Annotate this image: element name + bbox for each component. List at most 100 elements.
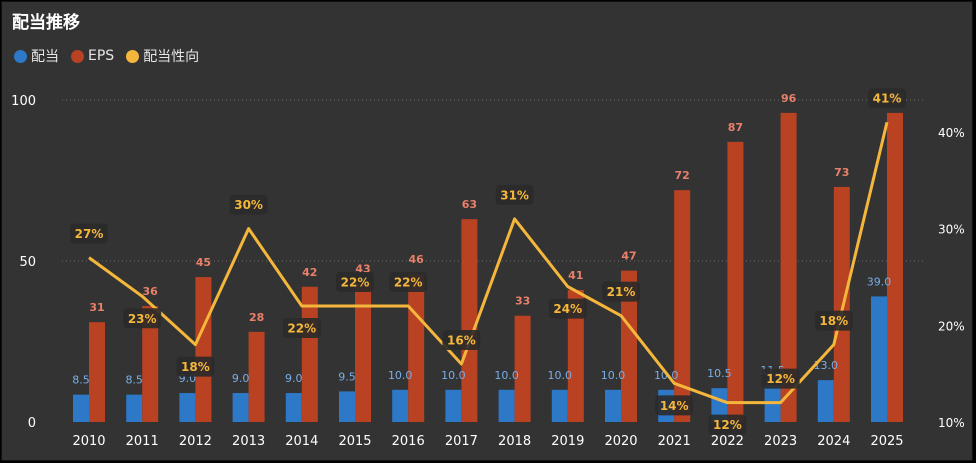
legend-dot-dividend — [14, 49, 27, 63]
dividend-data-label: 10.0 — [548, 369, 573, 382]
payout-ratio-line — [88, 121, 889, 405]
payout-label-badge — [814, 310, 853, 331]
x-axis-tick-label: 2013 — [232, 434, 265, 449]
dividend-bar — [711, 388, 728, 422]
payout-label-badge — [176, 356, 215, 377]
eps-bar — [248, 331, 265, 422]
payout-data-label: 21% — [607, 285, 636, 299]
eps-bar — [142, 306, 159, 422]
payout-data-label: 23% — [128, 312, 157, 326]
payout-label-badge — [761, 368, 800, 389]
payout-label-badge — [389, 271, 428, 292]
eps-data-label: 41 — [568, 269, 583, 282]
x-axis-tick-label: 2010 — [72, 434, 105, 449]
dividend-data-label: 9.0 — [285, 372, 303, 385]
payout-data-label: 18% — [819, 314, 848, 328]
chart-legend: 配当 EPS 配当性向 — [14, 46, 211, 66]
x-axis-tick-label: 2018 — [498, 434, 531, 449]
x-axis-tick-label: 2022 — [711, 434, 744, 449]
x-axis-tick-label: 2021 — [658, 434, 691, 449]
right-axis-tick-label: 30% — [938, 223, 965, 237]
eps-bar — [727, 141, 744, 423]
dividend-data-label: 8.5 — [125, 374, 143, 387]
dividend-bar — [871, 296, 887, 422]
x-axis-tick-label: 2012 — [179, 434, 212, 449]
eps-data-label: 87 — [728, 121, 743, 134]
eps-bar — [887, 112, 903, 422]
payout-data-label: 27% — [75, 227, 104, 241]
x-axis-tick-label: 2023 — [764, 434, 797, 449]
dividend-bar — [445, 389, 462, 422]
legend-dot-eps — [71, 49, 84, 63]
x-axis-tick-label: 2020 — [604, 434, 637, 449]
x-axis-tick-label: 2025 — [870, 434, 903, 449]
payout-label-badge — [548, 298, 587, 319]
payout-label-badge — [655, 395, 694, 416]
eps-data-label: 31 — [89, 301, 104, 314]
payout-label-badge — [708, 414, 747, 435]
eps-data-label: 42 — [302, 266, 317, 279]
right-axis-tick-label: 40% — [938, 126, 965, 140]
payout-label-badge — [282, 317, 321, 338]
dividend-data-label: 9.5 — [338, 370, 356, 383]
x-axis-tick-label: 2015 — [338, 434, 371, 449]
legend-item-eps[interactable]: EPS — [71, 48, 114, 64]
eps-data-label: 73 — [834, 166, 849, 179]
right-axis-tick-label: 20% — [938, 319, 965, 333]
dividend-data-label: 10.0 — [494, 369, 519, 382]
dividend-data-label: 39.0 — [867, 275, 892, 288]
legend-item-payout-ratio[interactable]: 配当性向 — [126, 46, 199, 66]
chart-title: 配当推移 — [12, 13, 80, 33]
legend-label-dividend: 配当 — [31, 49, 59, 65]
x-axis-tick-label: 2016 — [392, 434, 425, 449]
payout-data-label: 31% — [500, 188, 529, 202]
payout-label-badge — [70, 223, 108, 244]
left-axis-tick-label: 50 — [19, 255, 36, 270]
eps-data-label: 96 — [781, 92, 797, 105]
left-axis-tick-label: 0 — [28, 416, 36, 431]
left-axis-tick-label: 100 — [11, 94, 36, 109]
eps-data-label: 63 — [462, 198, 477, 211]
eps-data-label: 28 — [249, 311, 264, 324]
x-axis-tick-label: 2017 — [445, 434, 478, 449]
eps-data-label: 72 — [675, 169, 690, 182]
legend-label-payout-ratio: 配当性向 — [143, 49, 200, 65]
eps-data-label: 36 — [143, 285, 159, 298]
payout-label-badge — [442, 329, 481, 350]
x-axis-tick-label: 2011 — [126, 434, 159, 449]
payout-data-label: 24% — [553, 302, 582, 316]
eps-bar — [833, 186, 850, 422]
dividend-data-label: 10.5 — [707, 367, 732, 380]
legend-label-eps: EPS — [88, 48, 115, 64]
dividend-bar — [498, 389, 515, 422]
eps-bar — [89, 322, 105, 422]
dividend-bar — [817, 380, 834, 422]
dividend-bar — [392, 389, 409, 422]
x-axis-tick-label: 2019 — [551, 434, 584, 449]
dividend-bar — [232, 393, 249, 422]
eps-bar — [195, 277, 212, 422]
payout-label-badge — [495, 184, 534, 205]
payout-label-badge — [868, 88, 906, 109]
eps-bar — [355, 283, 371, 422]
dividend-bar — [179, 393, 196, 422]
payout-data-label: 12% — [713, 418, 742, 432]
eps-bar — [780, 112, 797, 422]
eps-bar — [567, 289, 584, 422]
eps-data-label: 46 — [409, 253, 425, 266]
legend-item-dividend[interactable]: 配当 — [14, 46, 59, 66]
x-axis-tick-label: 2014 — [285, 434, 318, 449]
payout-data-label: 41% — [873, 92, 902, 106]
payout-data-label: 14% — [660, 399, 689, 413]
dividend-bar — [126, 394, 143, 422]
dividend-data-label: 10.0 — [601, 369, 626, 382]
payout-data-label: 16% — [447, 333, 476, 347]
eps-bar — [514, 315, 531, 422]
payout-data-label: 22% — [287, 321, 316, 335]
eps-data-label: 45 — [196, 256, 211, 269]
payout-data-label: 12% — [766, 372, 795, 386]
payout-label-badge — [336, 271, 374, 292]
payout-data-label: 18% — [181, 360, 210, 374]
